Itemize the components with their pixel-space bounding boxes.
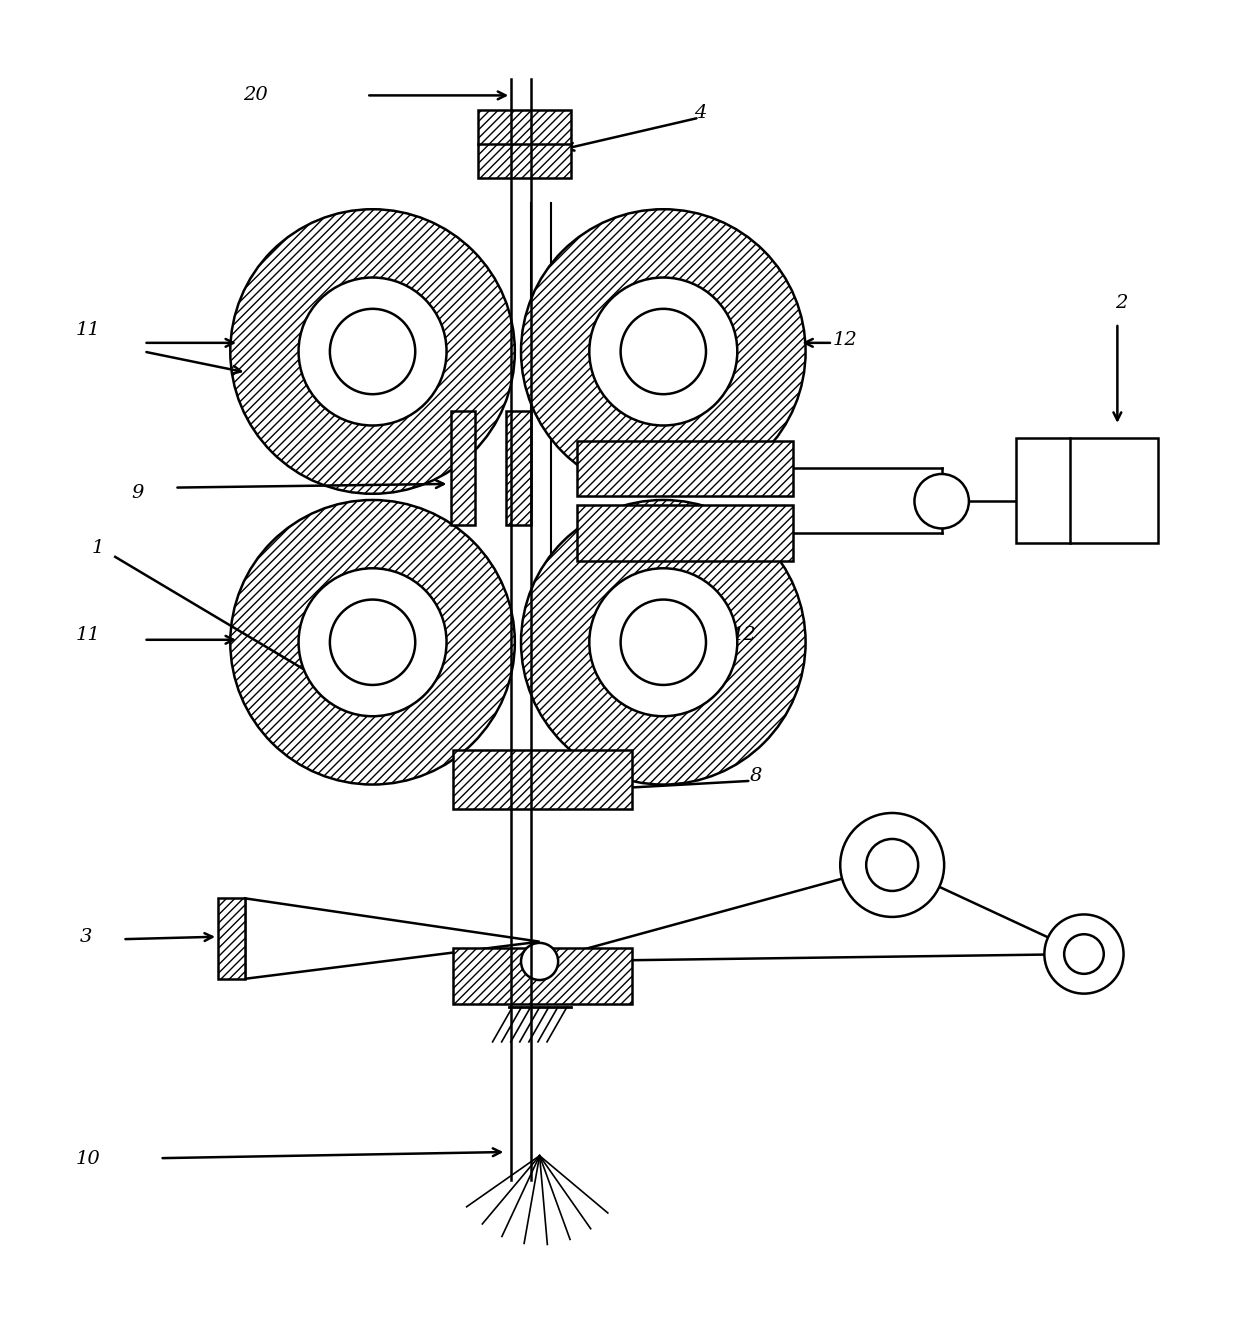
Bar (453, 750, 632, 810)
Circle shape (620, 599, 706, 684)
Circle shape (521, 209, 806, 494)
Bar (1016, 438, 1158, 543)
Bar (453, 750, 632, 810)
Text: 11: 11 (76, 321, 100, 339)
Circle shape (1044, 914, 1123, 994)
Text: 8: 8 (750, 767, 763, 784)
Circle shape (589, 568, 738, 716)
Bar (577, 506, 794, 560)
Bar (450, 411, 475, 524)
Circle shape (299, 277, 446, 426)
Circle shape (620, 309, 706, 394)
Circle shape (330, 309, 415, 394)
Circle shape (231, 209, 515, 494)
Bar (577, 440, 794, 496)
Circle shape (521, 500, 806, 784)
Bar (218, 898, 246, 979)
Bar (477, 111, 570, 179)
Circle shape (1064, 934, 1104, 974)
Circle shape (231, 500, 515, 784)
Bar (453, 948, 632, 1003)
Text: 9: 9 (131, 483, 144, 502)
Circle shape (589, 568, 738, 716)
Circle shape (231, 209, 515, 494)
Circle shape (521, 209, 806, 494)
Circle shape (620, 309, 706, 394)
Circle shape (330, 309, 415, 394)
Circle shape (299, 568, 446, 716)
Bar (450, 411, 475, 524)
Circle shape (914, 474, 968, 528)
Bar (577, 440, 794, 496)
Circle shape (299, 277, 446, 426)
Circle shape (841, 812, 944, 916)
Circle shape (589, 277, 738, 426)
Text: 2: 2 (1115, 295, 1127, 312)
Bar (506, 411, 531, 524)
Bar (453, 948, 632, 1003)
Bar (506, 411, 531, 524)
Bar (577, 506, 794, 560)
Text: 3: 3 (79, 927, 92, 946)
Circle shape (330, 599, 415, 684)
Text: 12: 12 (732, 626, 756, 644)
Bar (1016, 438, 1158, 543)
Polygon shape (246, 898, 539, 979)
Bar (477, 111, 570, 179)
Circle shape (620, 599, 706, 684)
Bar (218, 898, 246, 979)
Circle shape (231, 500, 515, 784)
Circle shape (867, 839, 918, 891)
Circle shape (589, 277, 738, 426)
Circle shape (521, 943, 558, 980)
Text: 1: 1 (92, 539, 104, 558)
Text: 10: 10 (76, 1150, 100, 1169)
Circle shape (330, 599, 415, 684)
Circle shape (299, 568, 446, 716)
Circle shape (521, 500, 806, 784)
Text: 12: 12 (833, 331, 858, 350)
Text: 4: 4 (694, 104, 707, 121)
Text: 20: 20 (243, 87, 268, 104)
Text: 11: 11 (76, 626, 100, 644)
